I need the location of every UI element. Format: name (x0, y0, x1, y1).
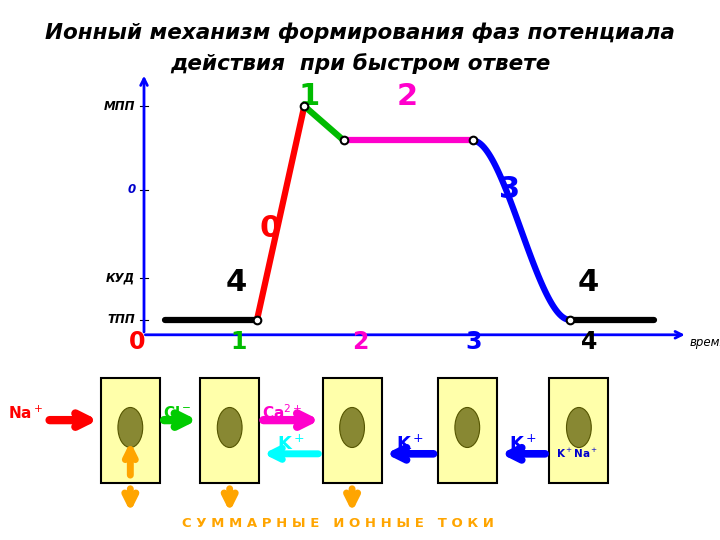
Text: Cl$^-$: Cl$^-$ (163, 404, 191, 421)
Text: 4: 4 (225, 268, 247, 298)
FancyBboxPatch shape (323, 378, 382, 483)
Text: МПП: МПП (104, 99, 135, 112)
Text: 1: 1 (231, 330, 247, 354)
FancyBboxPatch shape (200, 378, 259, 483)
Text: 1: 1 (299, 82, 320, 111)
Ellipse shape (340, 408, 364, 448)
Text: K$^+$: K$^+$ (277, 435, 305, 454)
Text: 0: 0 (127, 183, 135, 196)
Ellipse shape (567, 408, 591, 448)
Text: 3: 3 (466, 330, 482, 354)
Text: K$^+$: K$^+$ (396, 435, 423, 454)
Text: ТПП: ТПП (107, 313, 135, 326)
Text: 0: 0 (129, 330, 145, 354)
Text: 2: 2 (396, 82, 418, 111)
Text: Na$^+$: Na$^+$ (8, 405, 43, 422)
FancyBboxPatch shape (101, 378, 160, 483)
Ellipse shape (455, 408, 480, 448)
Text: С У М М А Р Н Ы Е   И О Н Н Ы Е   Т О К И: С У М М А Р Н Ы Е И О Н Н Ы Е Т О К И (182, 517, 495, 530)
Text: Ca$^{2+}$: Ca$^{2+}$ (262, 403, 302, 422)
FancyBboxPatch shape (549, 378, 608, 483)
Text: время: время (690, 336, 720, 349)
Text: 2: 2 (352, 330, 368, 354)
Text: КУД: КУД (107, 272, 135, 285)
Ellipse shape (217, 408, 242, 448)
Text: Ионный механизм формирования фаз потенциала: Ионный механизм формирования фаз потенци… (45, 22, 675, 43)
Text: 0: 0 (259, 214, 281, 244)
Ellipse shape (118, 408, 143, 448)
Text: 4: 4 (581, 330, 597, 354)
Text: действия  при быстром ответе: действия при быстром ответе (170, 53, 550, 74)
FancyBboxPatch shape (438, 378, 497, 483)
Text: K$^+$: K$^+$ (509, 435, 537, 454)
Text: K$^+$Na$^+$: K$^+$Na$^+$ (557, 447, 598, 461)
Text: 3: 3 (499, 175, 520, 204)
Text: 4: 4 (577, 268, 599, 298)
